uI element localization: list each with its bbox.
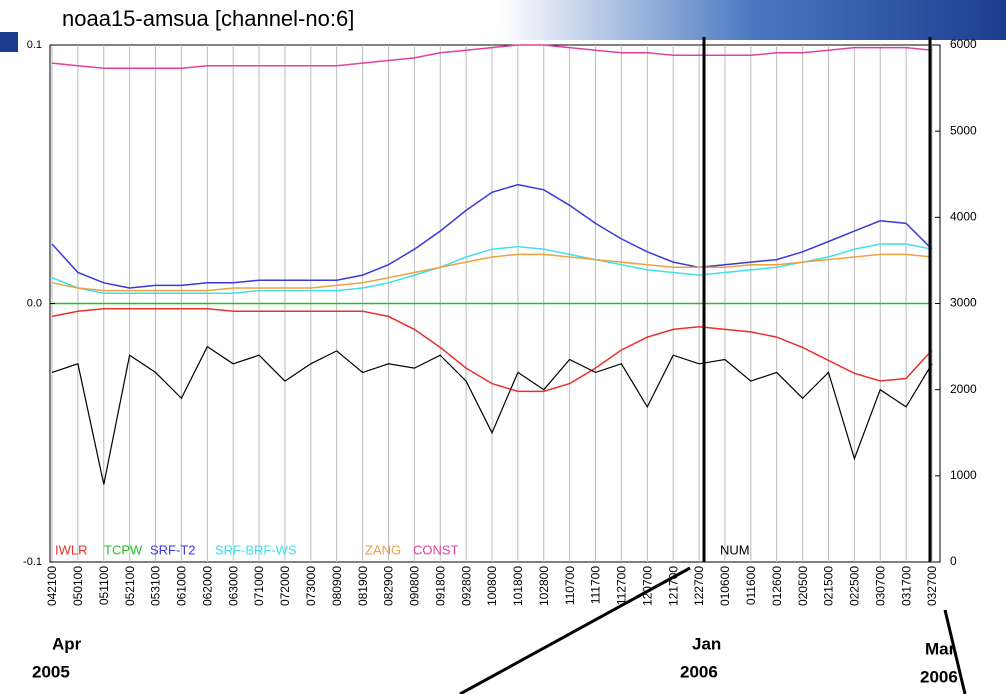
x-tick-label: 121700 [666, 566, 680, 606]
x-tick-label: 020500 [796, 566, 810, 606]
legend-entry: IWLR [55, 542, 88, 557]
x-tick-label: 091800 [433, 566, 447, 606]
y-tick-label: 0.1 [27, 39, 42, 51]
y-tick-label: -0.1 [23, 556, 42, 568]
x-tick-label: 072000 [278, 566, 292, 606]
legend-entry: SRF-T2 [150, 542, 196, 557]
y2-tick-label: 5000 [950, 123, 977, 137]
x-tick-label: 010600 [718, 566, 732, 606]
banner-corner [0, 32, 18, 52]
legend-entry: ZANG [365, 542, 401, 557]
legend-entry: NUM [720, 542, 750, 557]
x-tick-label: 120700 [640, 566, 654, 606]
annotation: 2005 [32, 662, 70, 681]
y-tick-label: 0.0 [27, 297, 42, 309]
annotation: 2006 [920, 667, 958, 686]
x-tick-label: 090800 [408, 566, 422, 606]
legend-entry: CONST [413, 542, 459, 557]
x-tick-label: 073000 [304, 566, 318, 606]
x-tick-label: 063000 [226, 566, 240, 606]
x-tick-label: 042100 [45, 566, 59, 606]
x-tick-label: 053100 [149, 566, 163, 606]
chart-title: noaa15-amsua [channel-no:6] [62, 6, 354, 31]
x-tick-label: 100800 [485, 566, 499, 606]
x-tick-label: 062000 [200, 566, 214, 606]
x-tick-label: 022500 [848, 566, 862, 606]
annotation: Jan [692, 634, 721, 653]
y2-tick-label: 4000 [950, 210, 977, 224]
annotation: Mar [925, 639, 956, 658]
annotation: Apr [52, 634, 82, 653]
x-tick-label: 031700 [899, 566, 913, 606]
x-tick-label: 112700 [615, 566, 629, 605]
legend-entry: SRF-BRF-WS [215, 542, 297, 557]
x-tick-label: 050100 [71, 566, 85, 606]
y2-tick-label: 0 [950, 554, 957, 568]
x-tick-label: 092800 [459, 566, 473, 606]
pointer-line [943, 609, 967, 694]
series-line [51, 307, 933, 393]
x-tick-label: 111700 [589, 566, 603, 605]
x-tick-label: 101800 [511, 566, 525, 606]
y2-tick-label: 1000 [950, 468, 977, 482]
y2-tick-label: 6000 [950, 37, 977, 51]
y2-tick-label: 3000 [950, 296, 977, 310]
x-tick-label: 051100 [97, 566, 111, 605]
pointer-line [459, 566, 691, 694]
x-tick-label: 071000 [252, 566, 266, 606]
legend-entry: TCPW [104, 542, 143, 557]
x-tick-label: 021500 [822, 566, 836, 606]
annotation: 2006 [680, 662, 718, 681]
x-tick-label: 082900 [382, 566, 396, 606]
series-line [51, 44, 933, 70]
x-tick-label: 081900 [356, 566, 370, 606]
series-line [51, 345, 933, 485]
x-tick-label: 061000 [175, 566, 189, 606]
lines [51, 44, 933, 485]
x-tick-label: 110700 [563, 566, 577, 605]
x-tick-label: 032700 [925, 566, 939, 606]
series-line [51, 243, 933, 294]
x-tick-label: 052100 [123, 566, 137, 606]
y2-tick-label: 2000 [950, 382, 977, 396]
banner [500, 0, 1006, 40]
series-line [51, 183, 933, 289]
x-tick-label: 011600 [744, 566, 758, 605]
x-tick-label: 122700 [692, 566, 706, 606]
x-tick-label: 030700 [873, 566, 887, 606]
x-tick-label: 012600 [770, 566, 784, 606]
x-tick-label: 102800 [537, 566, 551, 606]
x-tick-label: 080900 [330, 566, 344, 606]
series-line [51, 253, 933, 292]
